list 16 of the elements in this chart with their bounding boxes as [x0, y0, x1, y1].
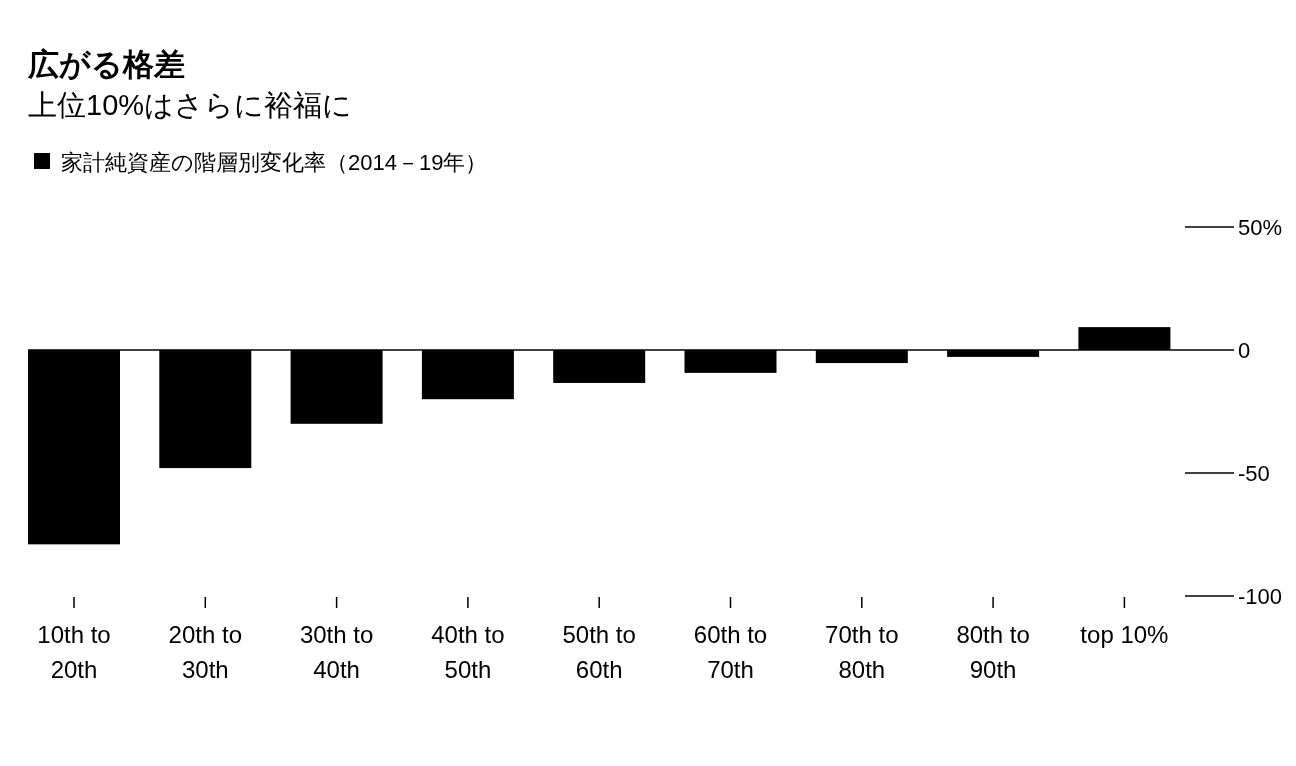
- y-tick-label: 50%: [1238, 214, 1283, 240]
- y-tick-label: 0: [1238, 337, 1251, 363]
- x-tick-label: 50th to 60th: [562, 621, 636, 683]
- x-tick-label: 20th to 30th: [168, 621, 242, 683]
- x-tick-label: 70th to 80th: [825, 621, 899, 683]
- x-tick-label: 10th to 20th: [37, 621, 111, 683]
- chart-title: 広がる格差: [27, 47, 185, 82]
- x-tick-label: 60th to 70th: [693, 621, 768, 683]
- legend-label: 家計純資産の階層別変化率（2014－19年）: [61, 150, 488, 175]
- x-tick-label: 40th to 50th: [431, 621, 505, 683]
- y-tick-label: -50: [1238, 460, 1270, 486]
- y-tick-label: -100: [1238, 583, 1283, 609]
- x-tick-label: 30th to 40th: [299, 621, 374, 683]
- x-tick-label: top 10%: [1080, 621, 1169, 648]
- chart-subtitle: 上位10%はさらに裕福に: [28, 89, 353, 121]
- x-tick-label: 80th to 90th: [956, 621, 1030, 683]
